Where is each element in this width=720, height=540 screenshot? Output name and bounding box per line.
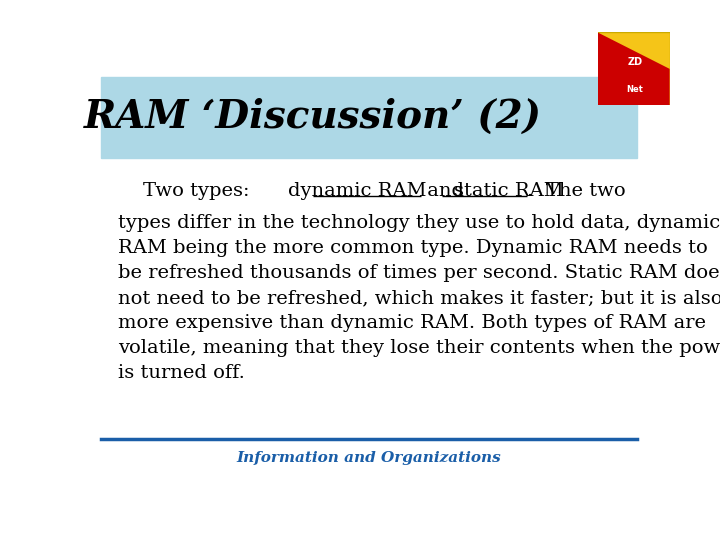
Text: types differ in the technology they use to hold data, dynamic
RAM being the more: types differ in the technology they use … [118,214,720,382]
Text: Net: Net [626,85,644,94]
Text: static RAM: static RAM [454,182,564,200]
FancyBboxPatch shape [101,77,637,158]
Text: dynamic RAM: dynamic RAM [288,182,427,200]
FancyBboxPatch shape [598,32,670,105]
Text: Information and Organizations: Information and Organizations [237,451,501,465]
Polygon shape [598,32,670,105]
Text: RAM ‘Discussion’ (2): RAM ‘Discussion’ (2) [84,98,542,136]
Text: .  The two: . The two [527,182,626,200]
Text: Two types:: Two types: [118,182,256,200]
Text: ZD: ZD [627,57,643,66]
Text: and: and [420,182,470,200]
